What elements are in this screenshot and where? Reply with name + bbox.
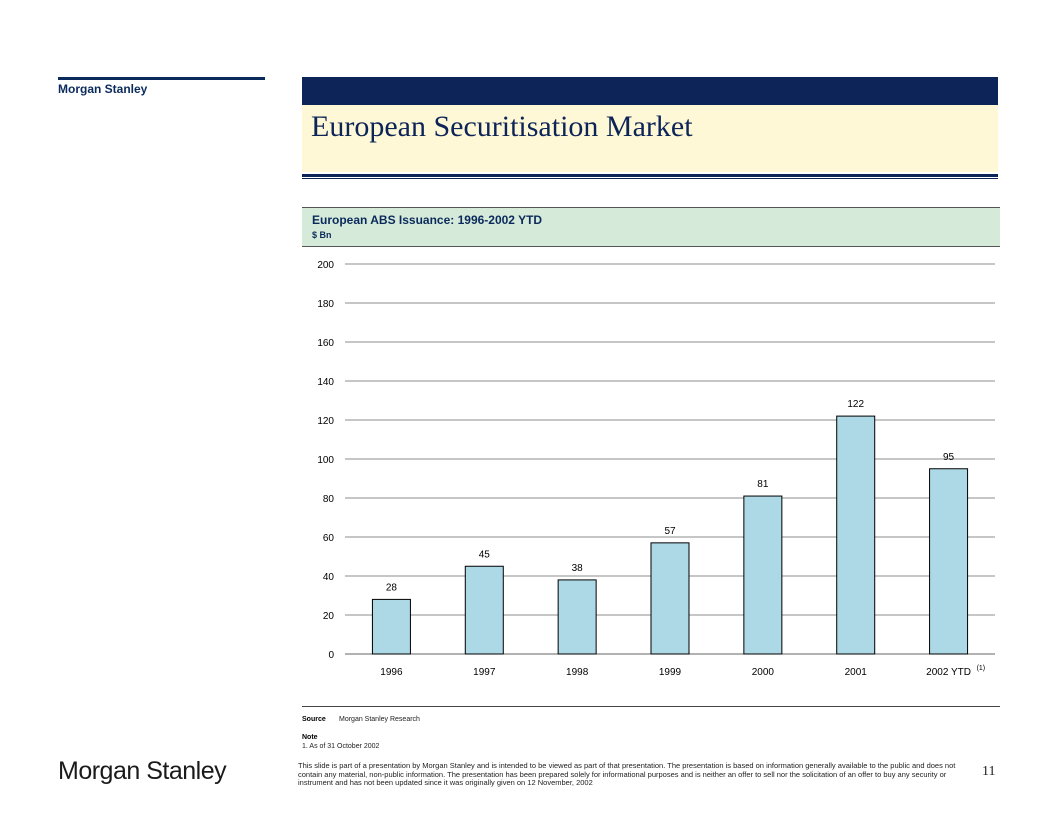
data-label: 28 — [386, 582, 398, 593]
y-tick-label: 120 — [317, 416, 334, 427]
footer-rule — [302, 706, 1000, 707]
bar — [836, 415, 876, 655]
brand-logo: Morgan Stanley — [58, 757, 227, 786]
y-tick-label: 60 — [323, 533, 335, 544]
y-tick-label: 100 — [317, 455, 334, 466]
title-rule-thin — [302, 178, 998, 179]
bar-chart: 0 20 40 60 80 100 120 140 160 180 200 28 1996 45 1997 3… — [317, 260, 995, 678]
footnote-marker: (1) — [977, 665, 986, 672]
page-title: European Securitisation Market — [311, 110, 693, 143]
x-tick-label: 2001 — [845, 667, 868, 678]
bar — [371, 598, 411, 655]
brand-name: Morgan Stanley — [58, 82, 148, 96]
chart-header — [302, 207, 1000, 247]
brand-rule — [58, 77, 265, 80]
y-tick-label: 180 — [317, 299, 334, 310]
data-label: 38 — [572, 563, 584, 574]
bar — [557, 579, 597, 655]
title-bar — [302, 77, 998, 105]
data-label: 57 — [664, 526, 676, 537]
data-label: 95 — [943, 452, 955, 463]
x-tick-label: 1997 — [473, 667, 496, 678]
data-label: 81 — [757, 479, 769, 490]
note-label: Note — [302, 734, 318, 741]
title-box — [302, 105, 998, 172]
x-tick-label: 1998 — [566, 667, 589, 678]
y-tick-label: 140 — [317, 377, 334, 388]
x-tick-label: 1999 — [659, 667, 682, 678]
disclaimer: This slide is part of a presentation by … — [298, 761, 956, 787]
x-tick-label: 1996 — [380, 667, 403, 678]
x-tick-label: 2002 YTD — [926, 667, 971, 678]
data-label: 122 — [847, 399, 864, 410]
source-text: Morgan Stanley Research — [339, 716, 420, 723]
y-tick-label: 80 — [323, 494, 335, 505]
source-label: Source — [302, 716, 326, 723]
brand-logo-text: Morgan Stanley — [58, 757, 227, 785]
page-number: 11 — [982, 764, 996, 779]
x-tick-label: 2000 — [752, 667, 775, 678]
note-text: 1. As of 31 October 2002 — [302, 743, 380, 750]
chart-title: European ABS Issuance: 1996-2002 YTD — [312, 213, 543, 227]
y-tick-label: 160 — [317, 338, 334, 349]
chart-unit: $ Bn — [312, 230, 332, 240]
y-tick-label: 0 — [328, 650, 334, 661]
y-tick-label: 40 — [323, 572, 335, 583]
y-tick-label: 20 — [323, 611, 335, 622]
title-rule — [302, 174, 998, 177]
data-label: 45 — [479, 549, 491, 560]
bar — [929, 468, 969, 655]
bar — [464, 565, 504, 655]
bar — [743, 495, 783, 655]
bar — [650, 542, 690, 655]
y-tick-label: 200 — [317, 260, 334, 271]
